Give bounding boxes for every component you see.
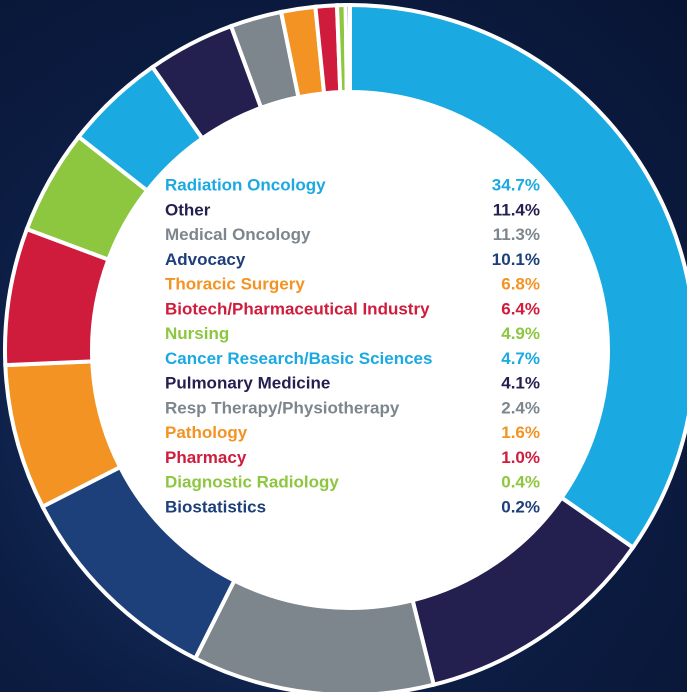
donut-center xyxy=(92,92,608,608)
value-label: 6.4% xyxy=(501,299,540,318)
legend-label: Biotech/Pharmaceutical Industry xyxy=(165,299,430,318)
legend-label: Other xyxy=(165,200,211,219)
legend-label: Diagnostic Radiology xyxy=(165,473,339,492)
value-label: 0.4% xyxy=(501,473,540,492)
legend-label: Advocacy xyxy=(165,250,246,269)
value-label: 0.2% xyxy=(501,497,540,516)
value-label: 11.3% xyxy=(493,225,540,244)
legend-label: Thoracic Surgery xyxy=(165,275,305,294)
legend-label: Medical Oncology xyxy=(165,225,311,244)
value-label: 10.1% xyxy=(492,250,540,269)
donut-segment xyxy=(343,2,352,95)
legend-label: Cancer Research/Basic Sciences xyxy=(165,349,432,368)
value-label: 6.8% xyxy=(501,275,540,294)
value-label: 11.4% xyxy=(493,200,540,219)
value-label: 1.6% xyxy=(501,423,540,442)
legend-label: Nursing xyxy=(165,324,229,343)
legend-label: Pharmacy xyxy=(165,448,247,467)
value-label: 4.1% xyxy=(501,374,540,393)
value-label: 4.7% xyxy=(501,349,540,368)
donut-segment xyxy=(348,2,687,551)
value-label: 2.4% xyxy=(501,398,540,417)
legend-label: Biostatistics xyxy=(165,497,266,516)
value-label: 1.0% xyxy=(501,448,540,467)
legend-label: Resp Therapy/Physiotherapy xyxy=(165,398,400,417)
value-label: 34.7% xyxy=(492,175,540,194)
legend-label: Radiation Oncology xyxy=(165,175,326,194)
value-label: 4.9% xyxy=(501,324,540,343)
legend-label: Pulmonary Medicine xyxy=(165,374,330,393)
legend-label: Pathology xyxy=(165,423,248,442)
